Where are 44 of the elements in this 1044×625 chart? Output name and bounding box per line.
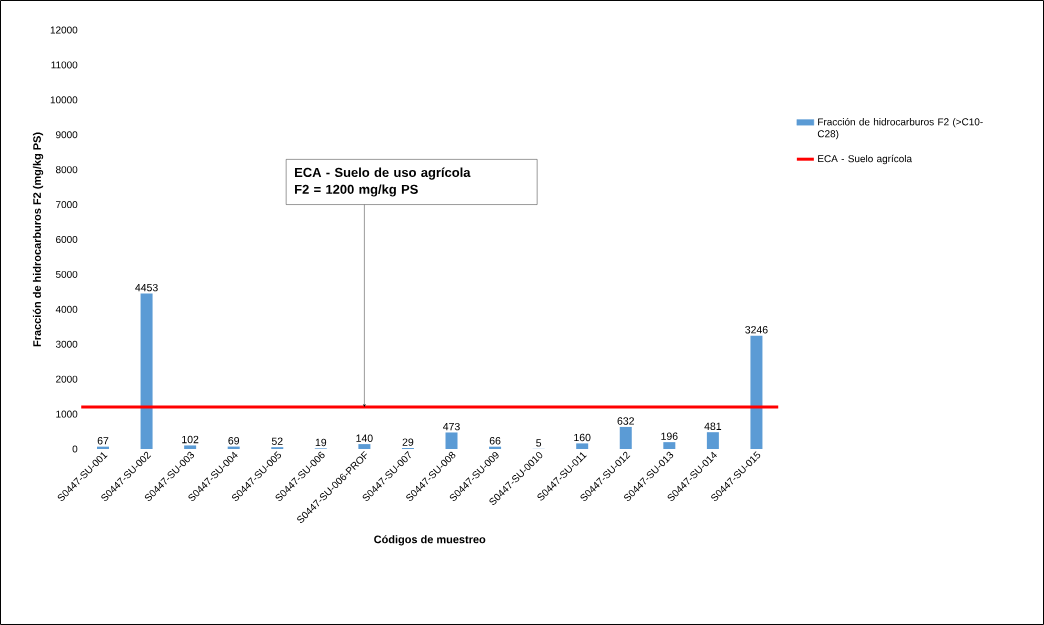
- bar: [750, 335, 763, 449]
- bar: [619, 426, 632, 449]
- y-axis-title: Fracción de hidrocarburos F2 (mg/kg PS): [32, 132, 44, 347]
- bar: [576, 443, 589, 449]
- data-label: 196: [661, 432, 678, 440]
- bar: [358, 444, 371, 449]
- annotation: ECA - Suelo de uso agrícola: [295, 167, 471, 180]
- data-label: 5: [536, 439, 542, 447]
- data-label: 140: [356, 434, 373, 442]
- y-tick-label: 7000: [56, 201, 78, 209]
- data-label: 3246: [745, 326, 768, 334]
- legend-label: ECA - Suelo agrícola: [818, 154, 913, 165]
- bar: [706, 432, 719, 449]
- y-tick-label: 4000: [55, 305, 78, 313]
- data-label: 160: [574, 433, 591, 442]
- bar: [663, 442, 676, 449]
- y-tick-label: 11000: [51, 61, 78, 69]
- y-tick-label: 6000: [56, 235, 78, 244]
- data-label: 67: [97, 437, 109, 445]
- y-tick-label: 5000: [55, 270, 78, 278]
- data-label: 19: [315, 438, 327, 447]
- y-tick-label: 3000: [55, 340, 78, 348]
- data-label: 632: [617, 417, 634, 425]
- data-label: 52: [271, 437, 283, 445]
- y-tick-label: 0: [72, 445, 78, 453]
- bar: [140, 293, 153, 449]
- data-label: 69: [228, 436, 240, 445]
- y-tick-label: 10000: [50, 96, 78, 104]
- data-label: 473: [443, 422, 460, 431]
- y-tick-label: 1000: [56, 410, 78, 418]
- data-label: 66: [489, 437, 501, 445]
- x-axis-title: Códigos de muestreo: [374, 535, 486, 546]
- y-tick-label: 12000: [50, 26, 78, 34]
- y-tick-label: 2000: [56, 375, 78, 383]
- data-label: 481: [704, 422, 722, 430]
- annotation: F2 = 1200 mg/kg PS: [295, 184, 418, 197]
- legend-label: Fracción de hidrocarburos F2 (>C10-C28): [817, 117, 983, 140]
- y-tick-label: 8000: [55, 166, 78, 174]
- data-label: 4453: [135, 283, 158, 292]
- y-tick-label: 9000: [56, 131, 78, 139]
- data-label: 102: [182, 435, 199, 444]
- bar: [445, 432, 458, 449]
- bar: [184, 445, 197, 449]
- data-label: 29: [402, 438, 414, 446]
